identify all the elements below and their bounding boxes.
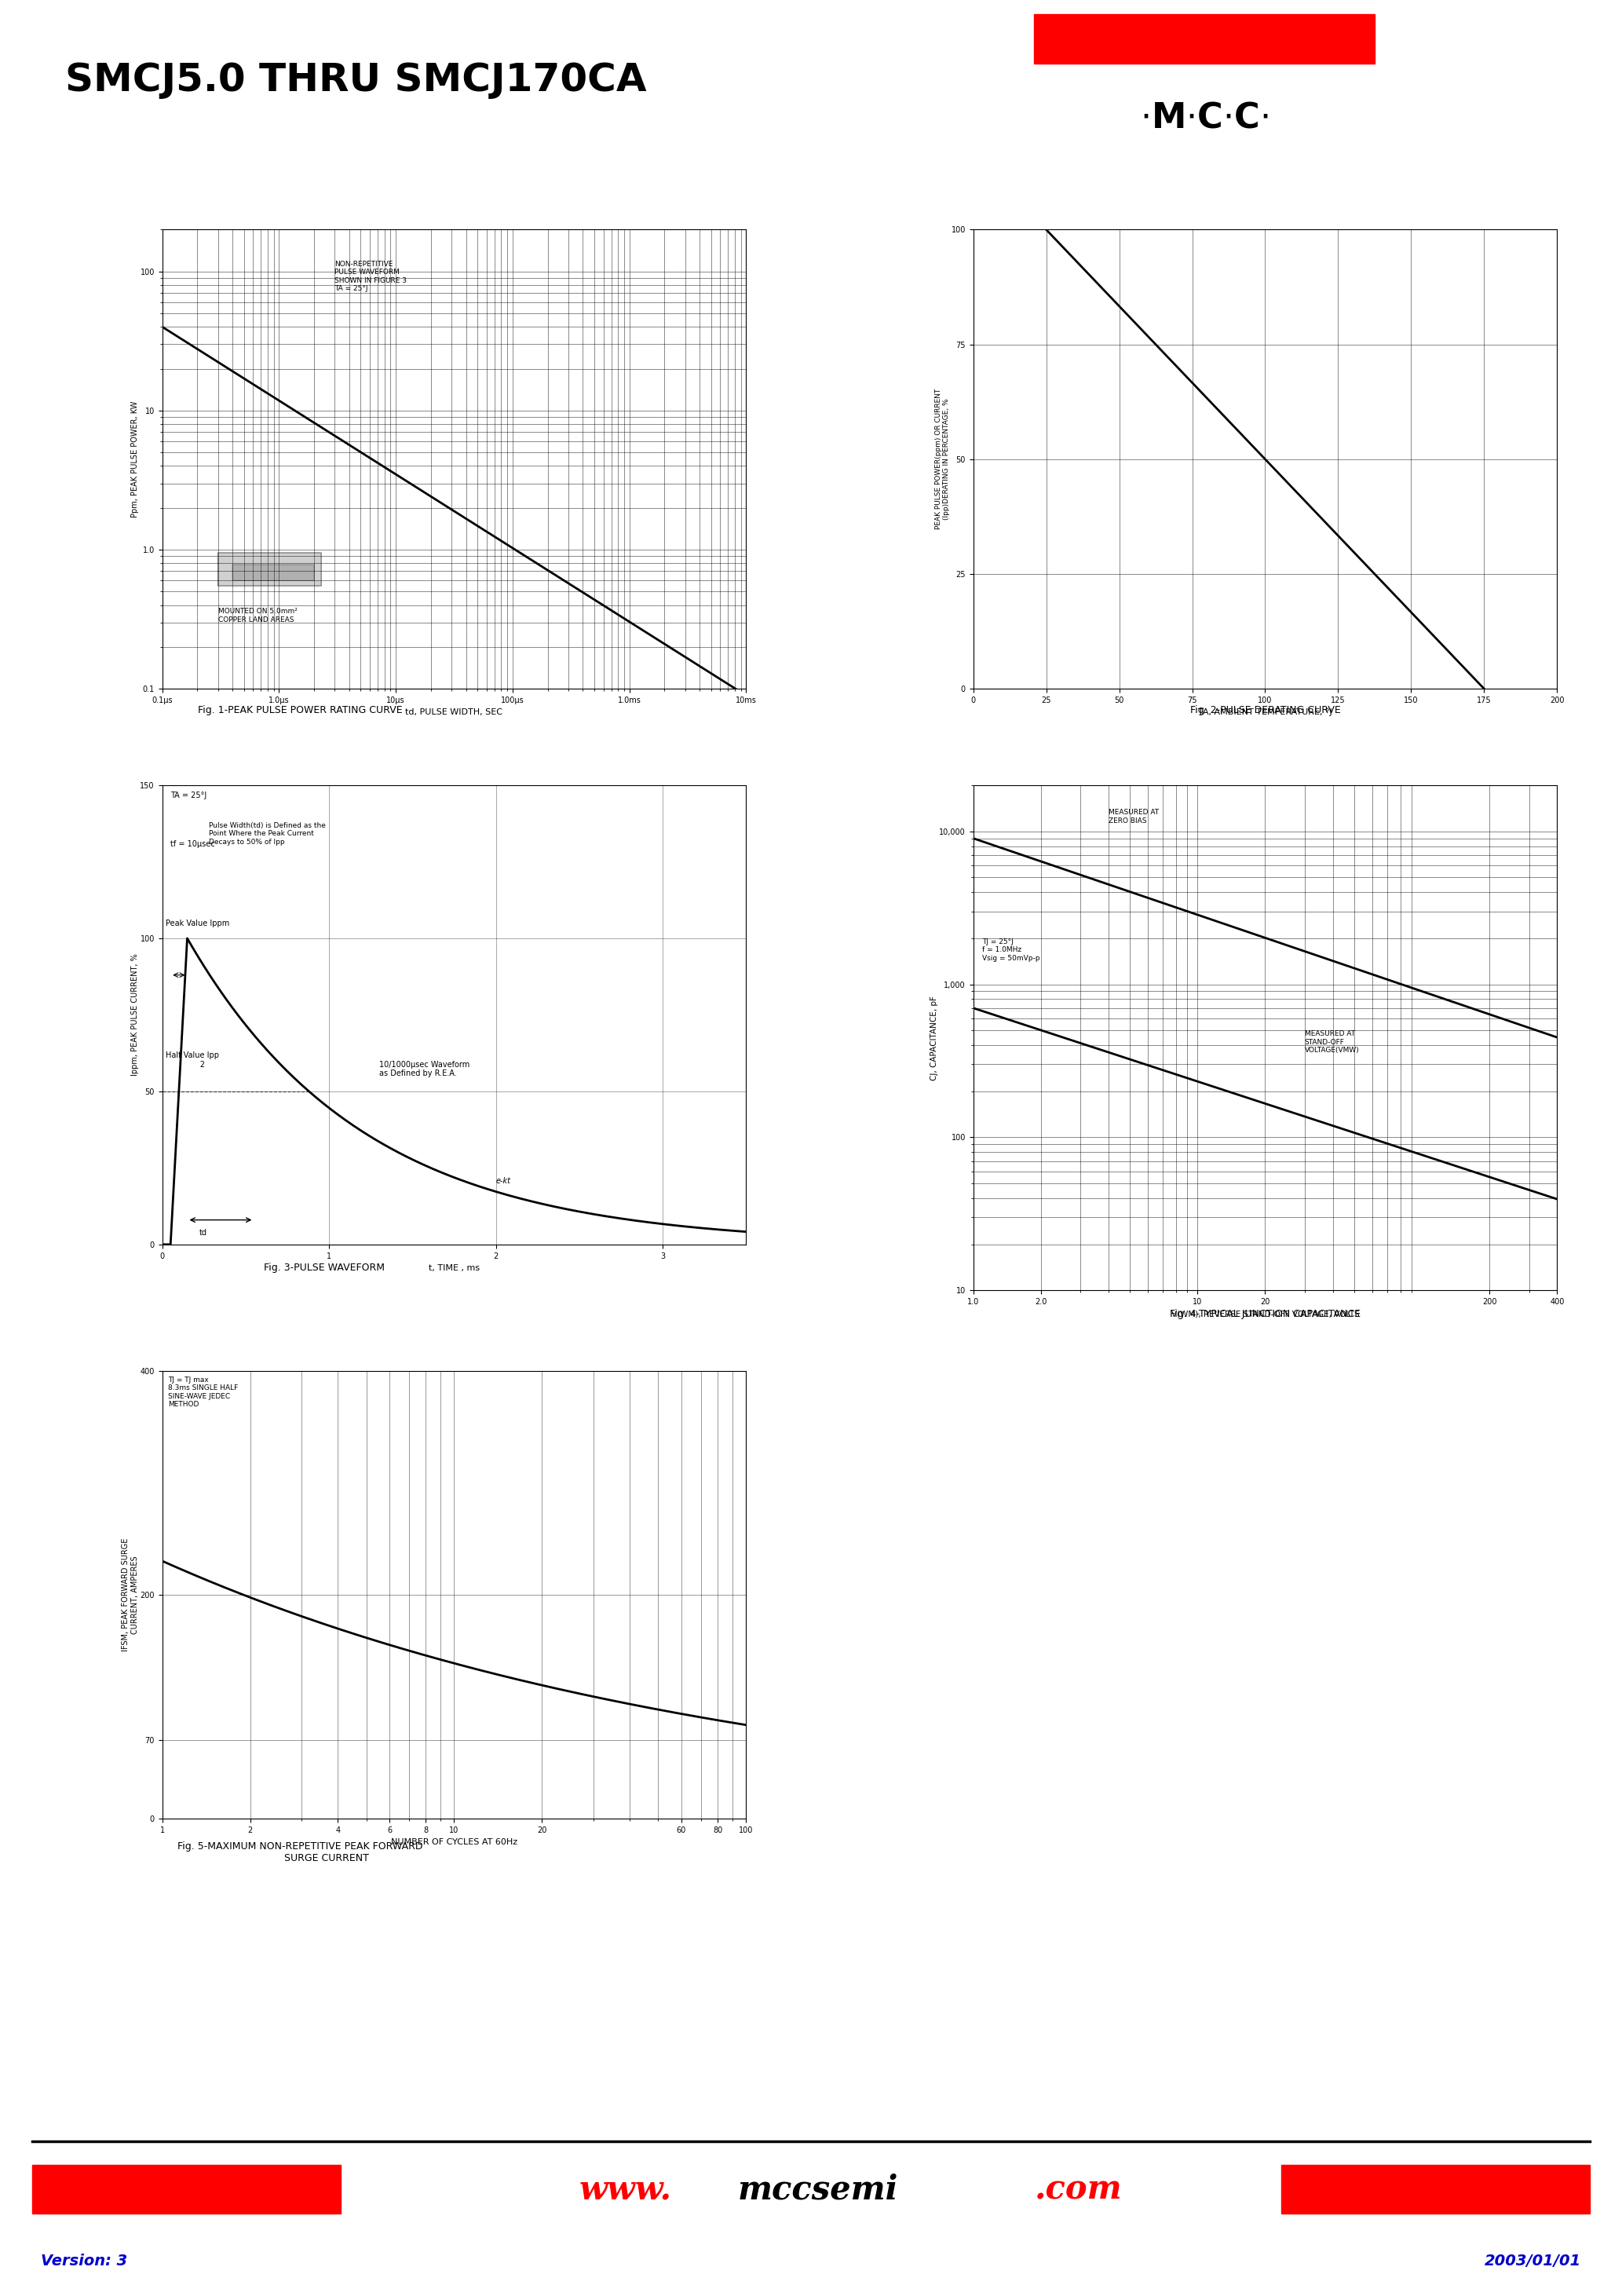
Text: Half Value Ipp
              2: Half Value Ipp 2	[165, 1052, 219, 1068]
Text: TJ = 25°J
f = 1.0MHz
Vsig = 50mVp-p: TJ = 25°J f = 1.0MHz Vsig = 50mVp-p	[983, 939, 1040, 962]
X-axis label: t, TIME , ms: t, TIME , ms	[428, 1265, 480, 1272]
Text: Fig. 5-MAXIMUM NON-REPETITIVE PEAK FORWARD
                 SURGE CURRENT: Fig. 5-MAXIMUM NON-REPETITIVE PEAK FORWA…	[177, 1841, 423, 1864]
Text: MOUNTED ON 5.0mm²
COPPER LAND AREAS: MOUNTED ON 5.0mm² COPPER LAND AREAS	[217, 608, 297, 625]
Text: Peak Value Ippm: Peak Value Ippm	[165, 921, 229, 928]
Y-axis label: Ippm, PEAK PULSE CURRENT, %: Ippm, PEAK PULSE CURRENT, %	[131, 953, 139, 1077]
Text: .com: .com	[1035, 2172, 1122, 2206]
Text: 2003/01/01: 2003/01/01	[1484, 2252, 1581, 2268]
Text: Fig. 3-PULSE WAVEFORM: Fig. 3-PULSE WAVEFORM	[264, 1263, 384, 1272]
Text: NON-REPETITIVE
PULSE WAVEFORM
SHOWN IN FIGURE 3
TA = 25°J: NON-REPETITIVE PULSE WAVEFORM SHOWN IN F…	[334, 259, 407, 292]
Text: td: td	[200, 1228, 206, 1238]
Text: Version: 3: Version: 3	[41, 2252, 127, 2268]
FancyBboxPatch shape	[217, 553, 321, 585]
Y-axis label: Ppm, PEAK PULSE POWER, KW: Ppm, PEAK PULSE POWER, KW	[131, 402, 139, 517]
Text: Pulse Width(td) is Defined as the
Point Where the Peak Current
Decays to 50% of : Pulse Width(td) is Defined as the Point …	[209, 822, 326, 845]
Text: e-kt: e-kt	[496, 1178, 511, 1185]
Text: SMCJ5.0 THRU SMCJ170CA: SMCJ5.0 THRU SMCJ170CA	[65, 62, 646, 99]
Text: www.: www.	[579, 2172, 672, 2206]
Y-axis label: CJ, CAPACITANCE, pF: CJ, CAPACITANCE, pF	[929, 996, 938, 1079]
Text: $\cdot$M$\cdot$C$\cdot$C$\cdot$: $\cdot$M$\cdot$C$\cdot$C$\cdot$	[1140, 101, 1268, 135]
X-axis label: NUMBER OF CYCLES AT 60Hz: NUMBER OF CYCLES AT 60Hz	[391, 1839, 517, 1846]
Text: 10/1000μsec Waveform
as Defined by R.E.A.: 10/1000μsec Waveform as Defined by R.E.A…	[380, 1061, 469, 1077]
Text: Fig. 2-PULSE DERATING CURVE: Fig. 2-PULSE DERATING CURVE	[1191, 705, 1340, 714]
X-axis label: TA, AMBIENT TEMPERATURE, °J: TA, AMBIENT TEMPERATURE, °J	[1199, 709, 1332, 716]
Text: Fig. 4-TYPICAL JUNCTION CAPACITANCE: Fig. 4-TYPICAL JUNCTION CAPACITANCE	[1169, 1309, 1361, 1318]
FancyBboxPatch shape	[232, 565, 315, 581]
Y-axis label: IFSM, PEAK FORWARD SURGE
CURRENT, AMPERES: IFSM, PEAK FORWARD SURGE CURRENT, AMPERE…	[122, 1538, 139, 1651]
Bar	[1035, 14, 1375, 64]
Text: Fig. 1-PEAK PULSE POWER RATING CURVE: Fig. 1-PEAK PULSE POWER RATING CURVE	[198, 705, 402, 714]
Text: MEASURED AT
ZERO BIAS: MEASURED AT ZERO BIAS	[1108, 808, 1158, 824]
Text: TA = 25°J: TA = 25°J	[170, 792, 208, 799]
Text: tf = 10μsec: tf = 10μsec	[170, 840, 216, 847]
Bar	[32, 2165, 341, 2213]
Text: TJ = TJ max
8.3ms SINGLE HALF
SINE-WAVE JEDEC
METHOD: TJ = TJ max 8.3ms SINGLE HALF SINE-WAVE …	[169, 1375, 238, 1407]
Text: mccsemi: mccsemi	[738, 2172, 899, 2206]
Text: MEASURED AT
STAND-OFF
VOLTAGE(VMW): MEASURED AT STAND-OFF VOLTAGE(VMW)	[1304, 1031, 1359, 1054]
Y-axis label: PEAK PULSE POWER(ppm) OR CURRENT
(Ipp)DERATING IN PERCENTAGE, %: PEAK PULSE POWER(ppm) OR CURRENT (Ipp)DE…	[934, 388, 950, 530]
X-axis label: V(WM), REVERSE STAND-OFF VOLTAGE, VOLTS: V(WM), REVERSE STAND-OFF VOLTAGE, VOLTS	[1171, 1311, 1359, 1318]
Bar	[1281, 2165, 1590, 2213]
X-axis label: td, PULSE WIDTH, SEC: td, PULSE WIDTH, SEC	[406, 709, 503, 716]
